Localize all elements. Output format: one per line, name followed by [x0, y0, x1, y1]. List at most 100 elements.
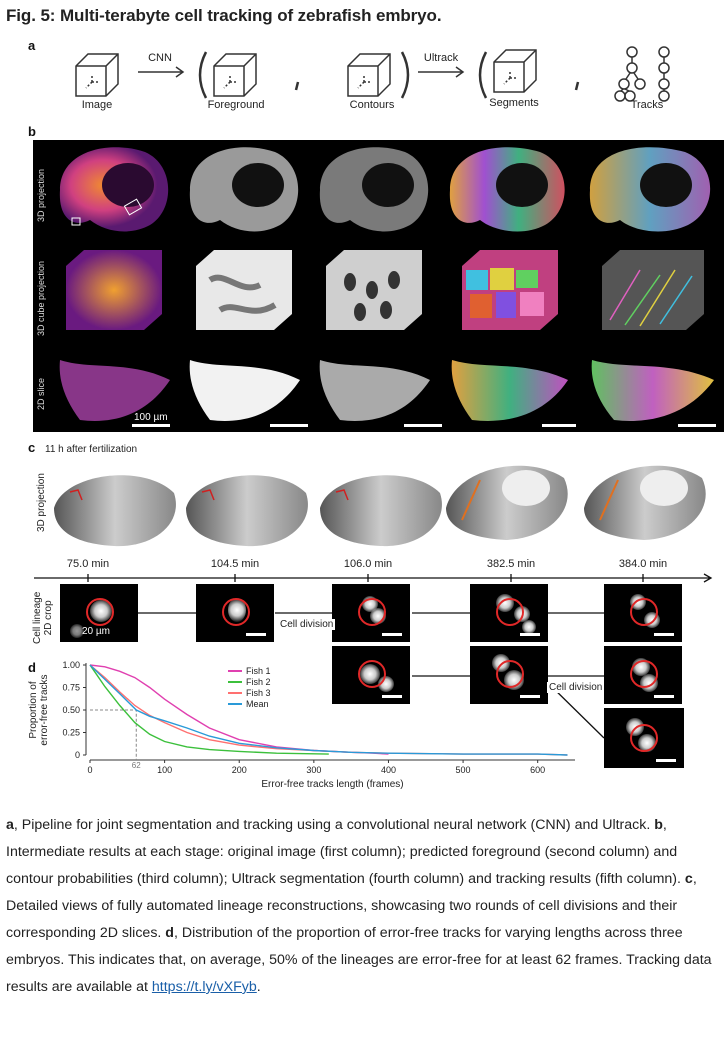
c-embryo-5: [584, 465, 706, 540]
c-crop-row-label: Cell lineage 2D crop: [32, 591, 54, 644]
caption-b-text: , Intermediate results at each stage: or…: [6, 817, 685, 887]
c-embryo-3: [320, 475, 442, 547]
y-tick-label: 0.50: [62, 705, 80, 715]
c-crop-2: [196, 584, 274, 642]
b-contours-cube-image: [310, 240, 438, 338]
c-timeline-and-lineage: [34, 573, 713, 739]
c-crop-9: [604, 708, 684, 768]
c-row-label: 3D projection: [36, 473, 47, 532]
b-contours-3d-image: [310, 140, 438, 238]
c-crop-6: [470, 646, 548, 704]
figure-title: Fig. 5: Multi-terabyte cell tracking of …: [6, 6, 442, 25]
series-line-fish-1: [89, 664, 389, 755]
b-scale-label: 100 µm: [134, 412, 168, 423]
b-row-label-2d-slice: 2D slice: [36, 377, 46, 410]
caption-b-letter: b: [654, 817, 663, 833]
c-time-4: 382.5 min: [486, 558, 536, 570]
series-line-mean: [89, 664, 568, 756]
series-line-fish-3: [89, 664, 568, 756]
label-ultrack: Ultrack: [423, 52, 459, 64]
b-scale-bar-3: [404, 424, 442, 427]
error-free-tracks-chart: 0 0.25 0.50 0.75 1.00 0 100 200 300 400 500 600 62 Fi…: [28, 660, 575, 790]
b-foreground-cube-image: [180, 240, 308, 338]
caption-a-text: , Pipeline for joint segmentation and tr…: [13, 817, 655, 833]
panel-c-letter: c: [28, 440, 36, 455]
c-embryo-1: [54, 475, 176, 547]
label-segments: Segments: [489, 97, 539, 109]
series-line-fish-2: [89, 664, 329, 755]
panel-a-letter: a: [28, 38, 36, 53]
c-crop-1: 20 µm: [60, 584, 138, 642]
figure-caption: a, Pipeline for joint segmentation and t…: [6, 812, 722, 1001]
b-tracks-slice-image: [580, 340, 724, 432]
pipeline-diagram: [75, 46, 670, 102]
y-axis-label: error-free tracks: [39, 674, 50, 745]
b-scale-bar-2: [270, 424, 308, 427]
c-embryo-2: [186, 475, 308, 547]
image-cube-icon: [75, 53, 119, 97]
b-foreground-3d-image: [180, 140, 308, 238]
foreground-cube-icon: [213, 53, 257, 97]
c-time-5: 384.0 min: [618, 558, 668, 570]
annotation-guide: [90, 709, 137, 760]
c-crop-4: [332, 646, 410, 704]
caption-data-link[interactable]: https://t.ly/vXFyb: [151, 979, 257, 995]
panel-b-letter: b: [28, 124, 36, 139]
b-contours-slice-image: [310, 340, 438, 432]
b-segments-slice-image: [440, 340, 578, 432]
caption-c-letter: c: [684, 871, 693, 887]
caption-end: .: [256, 979, 261, 995]
legend-label: Fish 1: [246, 666, 271, 676]
legend-label: Fish 2: [246, 677, 271, 687]
legend-label: Fish 3: [246, 688, 271, 698]
label-foreground: Foreground: [207, 99, 265, 111]
contours-cube-icon: [347, 53, 391, 97]
c-embryo-4: [446, 465, 568, 540]
x-tick-label: 500: [456, 765, 471, 775]
c-division-label-2: Cell division: [547, 682, 605, 693]
b-tracks-cube-image: [580, 240, 724, 338]
x-tick-label: 100: [157, 765, 172, 775]
caption-d-text: , Distribution of the proportion of erro…: [6, 925, 712, 995]
b-original-cube-image: [50, 240, 178, 338]
c-crop-5: [470, 584, 548, 642]
b-segments-cube-image: [440, 240, 578, 338]
c-crop-7: [604, 584, 682, 642]
panel-d-letter: d: [28, 660, 36, 675]
c-time-2: 104.5 min: [210, 558, 260, 570]
b-segments-3d-image: [440, 140, 578, 238]
ultrack-arrow: [418, 66, 465, 78]
cnn-arrow: [138, 66, 185, 78]
y-tick-label: 0: [75, 750, 80, 760]
label-cnn: CNN: [148, 52, 172, 64]
tracks-tree-icon: [614, 46, 670, 102]
label-image: Image: [81, 99, 113, 111]
label-tracks: Tracks: [630, 99, 664, 111]
y-tick-label: 1.00: [62, 660, 80, 670]
b-tracks-3d-image: [580, 140, 724, 238]
c-crop-3: [332, 584, 410, 642]
caption-c-text: , Detailed views of fully automated line…: [6, 871, 697, 941]
x-tick-label: 200: [232, 765, 247, 775]
x-axis-label: Error-free tracks length (frames): [261, 779, 403, 790]
caption-d-letter: d: [165, 925, 174, 941]
b-row-label-3d-projection: 3D projection: [36, 168, 46, 222]
caption-a-letter: a: [6, 817, 14, 833]
c-time-3: 106.0 min: [343, 558, 393, 570]
y-axis-label: Proportion of: [28, 681, 39, 738]
b-scale-bar-5: [678, 424, 716, 427]
b-scale-bar-4: [542, 424, 576, 427]
c-crop-8: [604, 646, 682, 704]
x-tick-label: 600: [530, 765, 545, 775]
x-tick-label: 400: [381, 765, 396, 775]
y-tick-label: 0.75: [62, 683, 80, 693]
legend-label: Mean: [246, 699, 269, 709]
annotation-label: 62: [132, 761, 141, 770]
c-crop-scale-label: 20 µm: [82, 626, 110, 637]
x-tick-label: 0: [87, 765, 92, 775]
b-row-label-cube-projection: 3D cube projection: [36, 260, 46, 336]
b-original-3d-image: [50, 140, 178, 238]
c-subtitle: 11 h after fertilization: [45, 444, 138, 455]
paren-right-icon: [400, 51, 410, 99]
b-scale-bar: [132, 424, 170, 427]
